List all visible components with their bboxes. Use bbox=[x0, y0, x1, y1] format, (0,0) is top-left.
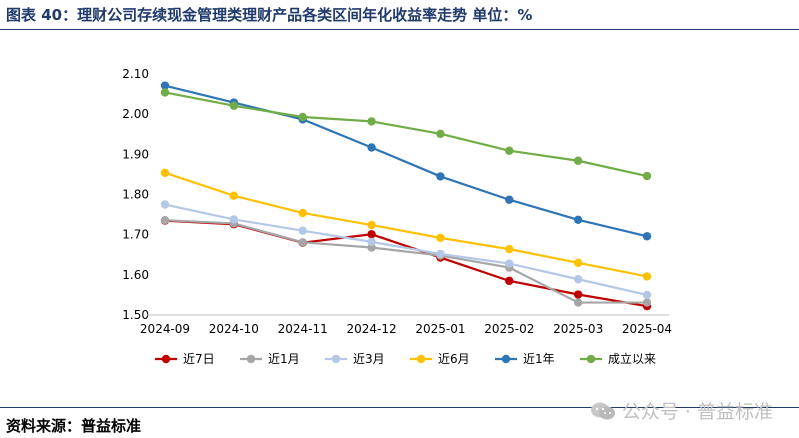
x-tick-label: 2025-04 bbox=[622, 322, 672, 336]
data-point bbox=[505, 195, 514, 204]
data-point bbox=[160, 168, 170, 178]
data-point bbox=[436, 249, 445, 259]
legend-label: 近6月 bbox=[438, 352, 470, 366]
data-point bbox=[229, 191, 239, 200]
series-line bbox=[164, 219, 647, 304]
data-point bbox=[505, 259, 514, 268]
legend-swatch-marker bbox=[501, 354, 511, 364]
data-point bbox=[298, 238, 307, 247]
footer-divider bbox=[0, 407, 799, 408]
series-line bbox=[164, 84, 648, 238]
line-chart: 1.501.601.701.801.902.002.10 2024-09 2024… bbox=[122, 67, 672, 366]
series-points bbox=[160, 81, 652, 311]
legend-swatch-marker bbox=[331, 354, 341, 364]
data-point bbox=[573, 215, 583, 225]
data-point bbox=[160, 81, 170, 90]
series-lines bbox=[164, 84, 648, 308]
x-tick-label: 2024-09 bbox=[140, 322, 190, 336]
data-point bbox=[229, 215, 239, 224]
data-point bbox=[642, 171, 652, 181]
data-point bbox=[298, 226, 307, 235]
data-point bbox=[160, 88, 170, 97]
legend-label: 近3月 bbox=[353, 352, 385, 366]
series-line bbox=[164, 203, 648, 296]
x-tick-label: 2025-01 bbox=[415, 322, 465, 336]
legend-swatch-marker bbox=[586, 354, 596, 364]
legend-label: 近1年 bbox=[523, 352, 555, 366]
data-point bbox=[505, 146, 514, 155]
data-point bbox=[367, 117, 376, 126]
data-point bbox=[642, 298, 652, 307]
data-point bbox=[573, 258, 583, 267]
watermark-text: 公众号 · 普益标准 bbox=[621, 401, 773, 423]
data-point bbox=[367, 230, 376, 239]
legend-swatch-marker bbox=[246, 354, 256, 364]
data-point bbox=[573, 275, 583, 284]
data-point bbox=[436, 129, 445, 139]
data-point bbox=[642, 232, 652, 241]
x-tick-label: 2024-11 bbox=[278, 322, 328, 336]
y-tick-label: 1.50 bbox=[122, 308, 149, 322]
source-note: 资料来源：普益标准 bbox=[6, 417, 142, 435]
legend-swatch-marker bbox=[161, 354, 171, 364]
data-point bbox=[436, 172, 445, 181]
legend-label: 成立以来 bbox=[608, 351, 656, 366]
data-point bbox=[367, 237, 376, 247]
legend-label: 近7日 bbox=[183, 352, 215, 366]
x-tick-label: 2025-03 bbox=[553, 322, 603, 336]
data-point bbox=[573, 290, 583, 299]
data-point bbox=[160, 216, 170, 225]
data-point bbox=[573, 298, 583, 307]
y-tick-label: 2.00 bbox=[122, 107, 149, 121]
series-line bbox=[164, 171, 648, 278]
legend: 近7日 近1月 近3月 近6月 近1年 成立以来 bbox=[155, 351, 656, 366]
legend-label: 近1月 bbox=[268, 352, 300, 366]
page-title: 图表 40：理财公司存续现金管理类理财产品各类区间年化收益率走势 单位：% bbox=[6, 6, 533, 24]
data-point bbox=[367, 220, 376, 230]
x-tick-label: 2025-02 bbox=[484, 322, 534, 336]
x-tick-label: 2024-10 bbox=[209, 322, 259, 336]
y-tick-label: 1.90 bbox=[122, 147, 149, 161]
y-tick-label: 1.60 bbox=[122, 268, 149, 282]
legend-swatch-marker bbox=[416, 354, 426, 364]
wechat-icon bbox=[590, 402, 615, 419]
y-tick-label: 1.80 bbox=[122, 188, 149, 202]
y-tick-label: 1.70 bbox=[122, 228, 149, 242]
x-axis-ticks: 2024-09 2024-10 2024-11 2024-12 2025-01 2025-… bbox=[140, 322, 672, 336]
data-point bbox=[298, 208, 307, 218]
y-axis-ticks: 1.50 1.60 1.70 1.80 1.90 2.00 2.10 bbox=[122, 67, 149, 322]
y-tick-label: 2.10 bbox=[122, 67, 149, 81]
series-line bbox=[164, 91, 648, 178]
data-point bbox=[505, 244, 514, 254]
watermark: 公众号 · 普益标准 bbox=[590, 397, 773, 424]
data-point bbox=[436, 233, 445, 243]
data-point bbox=[229, 101, 239, 110]
data-point bbox=[642, 272, 652, 281]
data-point bbox=[367, 143, 376, 152]
data-point bbox=[505, 276, 514, 286]
data-point bbox=[642, 290, 652, 300]
x-tick-label: 2024-12 bbox=[347, 322, 397, 336]
title-divider bbox=[0, 29, 799, 30]
data-point bbox=[160, 200, 170, 209]
data-point bbox=[573, 156, 583, 165]
data-point bbox=[298, 112, 307, 122]
